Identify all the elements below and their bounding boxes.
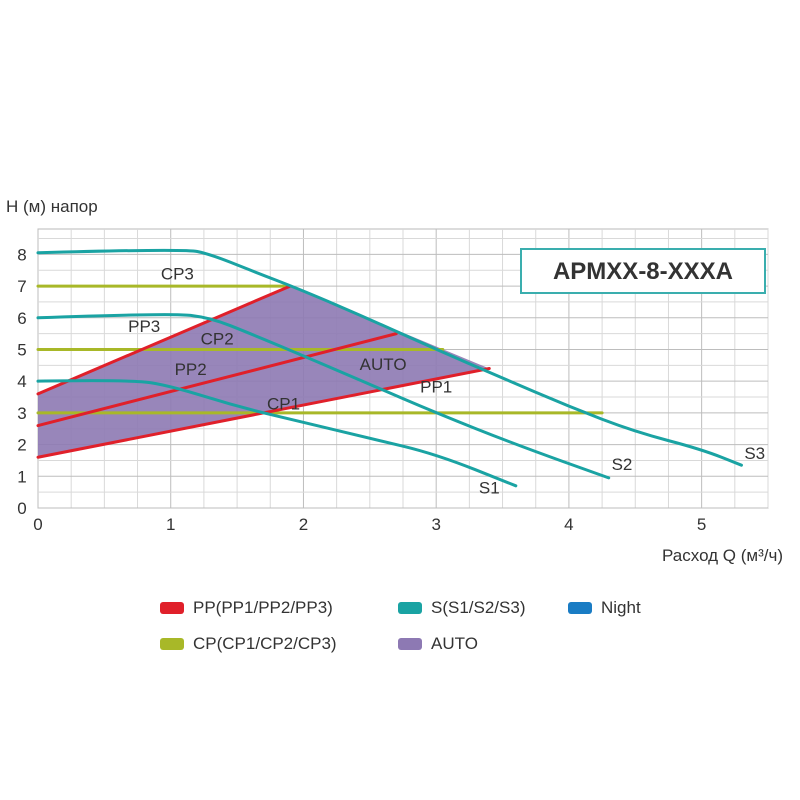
series-pp2 [36,332,398,428]
series-s2 [36,313,611,480]
series-s1 [36,379,518,488]
y-tick-label: 8 [17,245,26,264]
annotation-labels: CP3 PP3 CP2 PP2 AUTO PP1 CP1 S1 S2 S3 [128,265,765,498]
legend-swatch [398,638,422,650]
y-tick-label: 1 [17,467,26,486]
x-axis-title: Расход Q (м³/ч) [662,546,783,565]
label-pp1: PP1 [420,377,452,396]
series-s3 [36,248,743,467]
legend-item-auto: AUTO [398,634,478,654]
y-tick-label: 5 [17,340,26,359]
x-tick-label: 5 [697,515,706,534]
label-auto: AUTO [360,355,407,374]
y-tick-label: 4 [17,372,26,391]
y-tick-label: 3 [17,404,26,423]
x-tick-label: 1 [166,515,175,534]
x-tick-label: 0 [33,515,42,534]
series-layer [36,248,743,488]
y-tick-label: 2 [17,436,26,455]
x-tick-label: 3 [431,515,440,534]
model-label-box: APMXX-8-XXXA [520,248,766,294]
x-tick-label: 2 [299,515,308,534]
label-s3: S3 [744,444,765,463]
label-pp2: PP2 [175,360,207,379]
legend-item-s: S(S1/S2/S3) [398,598,526,618]
y-tick-label: 6 [17,309,26,328]
legend-swatch [398,602,422,614]
legend-label: CP(CP1/CP2/CP3) [193,634,337,653]
legend-item-cp: CP(CP1/CP2/CP3) [160,634,337,654]
legend-item-night: Night [568,598,641,618]
legend-swatch [160,602,184,614]
legend-label: AUTO [431,634,478,653]
legend-label: Night [601,598,641,617]
auto-region-layer [38,286,490,458]
label-cp3: CP3 [161,265,194,284]
legend-label: S(S1/S2/S3) [431,598,526,617]
legend-item-pp: PP(PP1/PP2/PP3) [160,598,333,618]
pump-curve-chart: 0 1 2 3 4 5 0 1 2 3 4 5 6 7 8 CP3 PP3 CP2 PP2 AUTO PP1 CP1 S1… [6,197,783,565]
label-s2: S2 [612,455,633,474]
legend: PP(PP1/PP2/PP3) S(S1/S2/S3) Night CP(CP1/CP… [160,598,720,668]
legend-swatch [160,638,184,650]
label-cp2: CP2 [201,330,234,349]
series-pp3 [36,284,292,396]
x-tick-label: 4 [564,515,573,534]
axes: 0 1 2 3 4 5 0 1 2 3 4 5 6 7 8 [17,245,706,534]
legend-swatch [568,602,592,614]
y-tick-label: 7 [17,277,26,296]
label-cp1: CP1 [267,395,300,414]
auto-region [38,286,490,458]
y-tick-label: 0 [17,499,26,518]
label-pp3: PP3 [128,317,160,336]
model-label: APMXX-8-XXXA [553,258,733,285]
label-s1: S1 [479,479,500,498]
legend-label: PP(PP1/PP2/PP3) [193,598,333,617]
y-axis-title: H (м) напор [6,197,98,216]
